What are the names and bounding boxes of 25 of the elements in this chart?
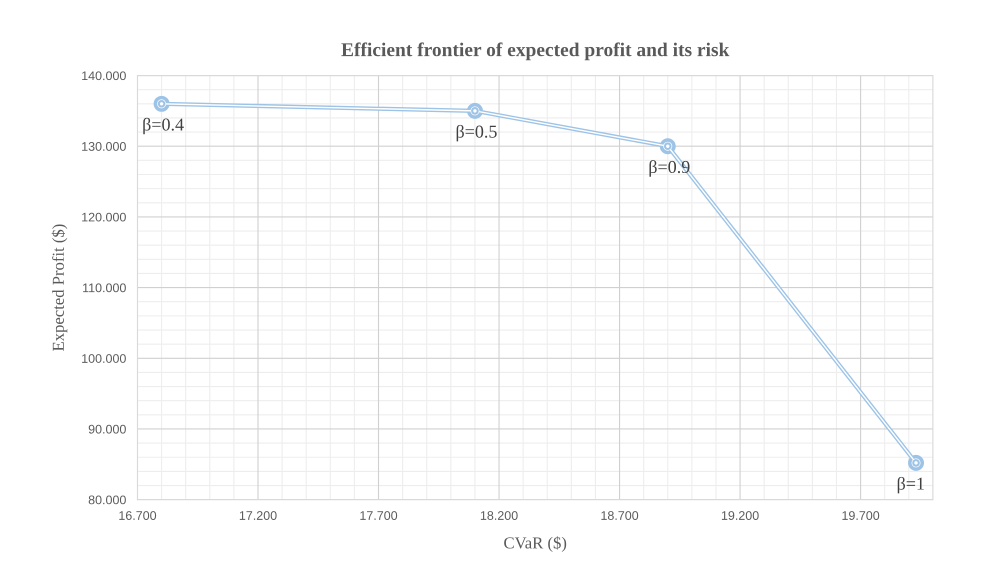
y-tick-label: 140.000 [82, 71, 126, 80]
x-tick-label: 19.200 [722, 511, 759, 520]
annotation: β=0.5 [456, 124, 497, 142]
y-tick-label: 110.000 [83, 283, 126, 292]
annotation: β=0.4 [143, 118, 184, 134]
point [908, 454, 924, 471]
x-tick-label: 19.700 [842, 511, 880, 520]
x-tick-label: 16.700 [119, 511, 156, 520]
x-tick-label: 18.700 [601, 511, 638, 520]
annotation: β=0.9 [649, 160, 690, 177]
point [660, 138, 676, 154]
y-axis-title: Expected Profit ($) [52, 224, 68, 351]
point [466, 102, 483, 119]
y-tick-label: 130.000 [82, 142, 126, 151]
x-tick-label: 17.700 [360, 511, 398, 520]
x-tick-label: 18.200 [480, 511, 518, 520]
x-axis-title: CVaR ($) [504, 536, 566, 552]
chart-title: Efficient frontier of expected profit and its risk [341, 42, 730, 60]
annotation: β=1 [898, 476, 924, 494]
y-tick-label: 80.000 [88, 495, 126, 504]
y-tick-label: 100.000 [82, 354, 126, 363]
y-tick-label: 90.000 [88, 424, 126, 434]
point [154, 96, 170, 112]
y-tick-label: 120.000 [82, 212, 126, 222]
x-tick-label: 17.200 [240, 511, 277, 520]
